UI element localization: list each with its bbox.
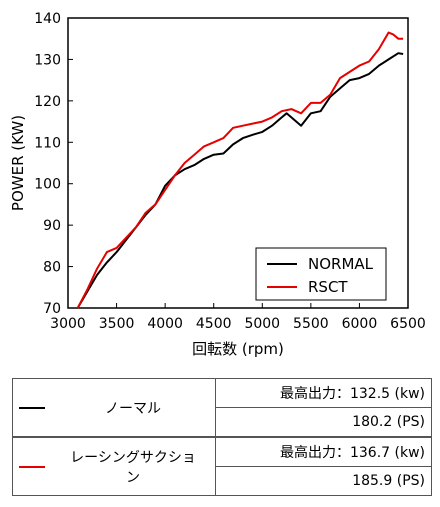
legend: NORMAL RSCT <box>255 247 387 301</box>
x-tick-label: 5500 <box>293 316 329 332</box>
series-layer <box>76 31 404 309</box>
legend-box <box>255 247 387 301</box>
spec-table: ノーマル 最高出力：132.5 (kw) 180.2 (PS) レーシングサクシ… <box>12 378 432 496</box>
power-chart: 70 80 90 100 110 120 130 140 3000 3500 4000 4500 50… <box>9 11 426 358</box>
x-tick-label: 6000 <box>342 316 378 332</box>
row-name-normal: ノーマル <box>105 400 161 417</box>
max-power-kw-normal: 最高出力：132.5 (kw) <box>215 378 432 408</box>
legend-label-normal: NORMAL <box>308 255 374 273</box>
table-row: ノーマル 最高出力：132.5 (kw) <box>12 378 432 438</box>
row-name-cell: レーシングサクション <box>12 436 216 496</box>
y-tick-label: 70 <box>43 301 61 317</box>
x-tick-label: 3500 <box>99 316 135 332</box>
table-row: レーシングサクション 最高出力：136.7 (kw) <box>12 436 432 496</box>
row-name-rsct: レーシングサクション <box>70 449 196 486</box>
legend-label-rsct: RSCT <box>308 278 348 296</box>
max-power-kw-rsct: 最高出力：136.7 (kw) <box>215 436 432 467</box>
y-tick-label: 120 <box>34 94 61 110</box>
x-tick-label: 4500 <box>196 316 232 332</box>
y-axis: 70 80 90 100 110 120 130 140 <box>34 11 73 317</box>
max-power-ps-normal: 180.2 (PS) <box>215 407 432 438</box>
y-tick-label: 140 <box>34 11 61 27</box>
x-axis-title: 回転数 (rpm) <box>192 340 284 358</box>
table-row: 180.2 (PS) <box>13 407 432 438</box>
x-axis: 3000 3500 4000 4500 5000 5500 6000 6500 <box>50 303 426 332</box>
line-swatch-normal <box>19 406 45 409</box>
table-row: 185.9 (PS) <box>13 466 432 496</box>
y-tick-label: 130 <box>34 52 61 68</box>
x-tick-label: 5000 <box>244 316 280 332</box>
x-tick-label: 6500 <box>390 316 426 332</box>
y-tick-label: 110 <box>34 135 61 151</box>
max-power-ps-rsct: 185.9 (PS) <box>215 466 432 496</box>
series-line-rsct <box>76 31 404 309</box>
y-tick-label: 90 <box>43 218 61 234</box>
x-tick-label: 3000 <box>50 316 86 332</box>
y-tick-label: 80 <box>43 260 61 276</box>
row-name-cell: ノーマル <box>12 378 216 438</box>
y-axis-title: POWER (KW) <box>9 115 27 211</box>
y-tick-label: 100 <box>34 177 61 193</box>
x-tick-label: 4000 <box>147 316 183 332</box>
line-swatch-rsct <box>19 465 45 468</box>
